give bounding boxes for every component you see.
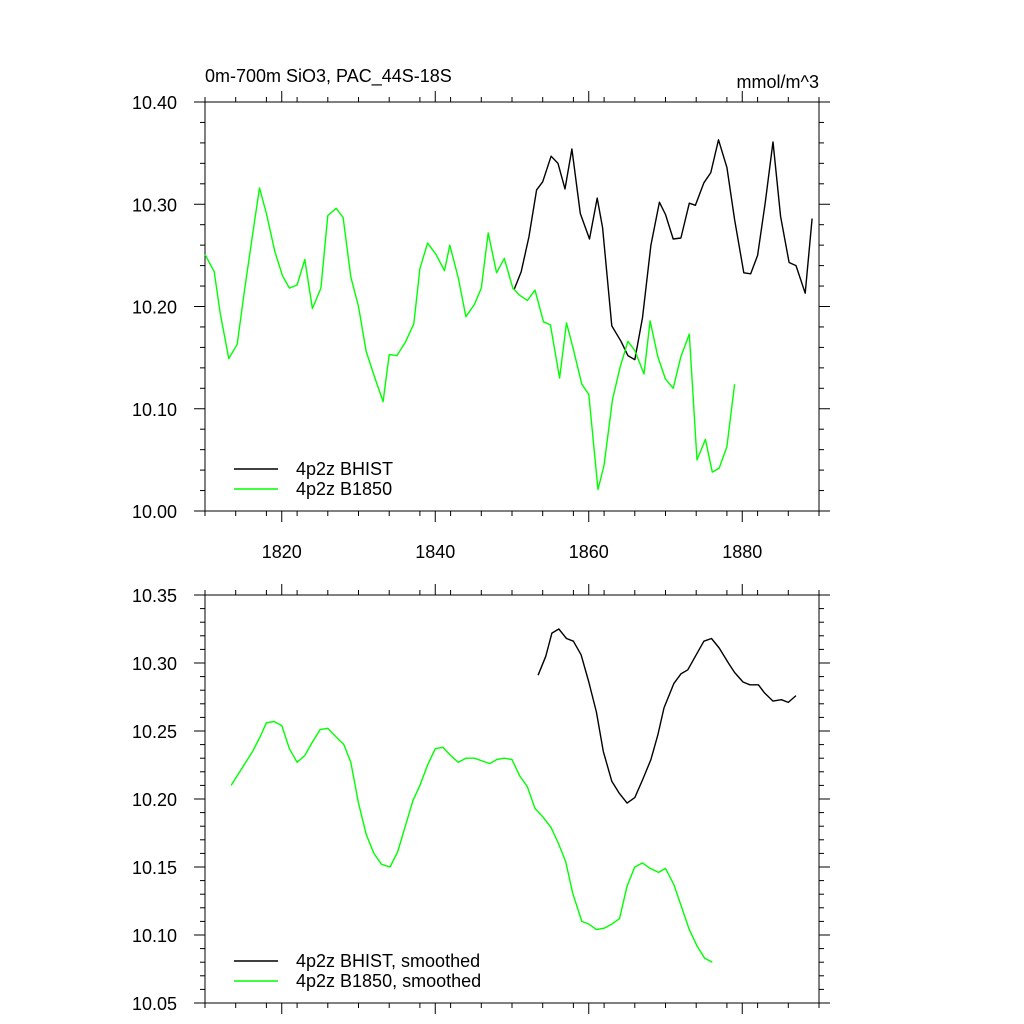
y-tick-label: 10.40 bbox=[132, 93, 177, 113]
y-tick-label: 10.05 bbox=[132, 994, 177, 1014]
x-tick-label: 1880 bbox=[722, 542, 762, 562]
y-tick-label: 10.20 bbox=[132, 298, 177, 318]
y-tick-label: 10.20 bbox=[132, 790, 177, 810]
chart-panel-2: 10.05 10.10 10.15 10.20 10.25 10.30 10.35 4p2z … bbox=[132, 584, 830, 1014]
y-tick-label: 10.30 bbox=[132, 195, 177, 215]
y-tick-label: 10.15 bbox=[132, 858, 177, 878]
y-tick-label: 10.10 bbox=[132, 926, 177, 946]
legend-label: 4p2z B1850, smoothed bbox=[296, 971, 481, 991]
x-tick-label: 1820 bbox=[262, 542, 302, 562]
chart-title: 0m-700m SiO3, PAC_44S-18S bbox=[205, 66, 452, 87]
series-line-2 bbox=[230, 720, 713, 963]
chart-panel-1: 1820 1840 1860 1880 10.00 10.10 10.20 10.30 10.4… bbox=[132, 66, 830, 562]
y-tick-label: 10.25 bbox=[132, 722, 177, 742]
plot-frame bbox=[204, 101, 820, 512]
legend-label: 4p2z BHIST bbox=[296, 459, 393, 479]
y-tick-label: 10.35 bbox=[132, 586, 177, 606]
x-tick-label: 1840 bbox=[415, 542, 455, 562]
units-label: mmol/m^3 bbox=[737, 72, 819, 92]
series-line-2 bbox=[204, 187, 736, 491]
y-tick-label: 10.00 bbox=[132, 502, 177, 522]
y-tick-label: 10.10 bbox=[132, 400, 177, 420]
legend-label: 4p2z BHIST, smoothed bbox=[296, 951, 480, 971]
series-line-1 bbox=[513, 139, 813, 361]
x-tick-label: 1860 bbox=[569, 542, 609, 562]
series-line-1 bbox=[537, 628, 797, 804]
legend-label: 4p2z B1850 bbox=[296, 479, 392, 499]
plot-frame bbox=[204, 594, 820, 1004]
y-tick-label: 10.30 bbox=[132, 654, 177, 674]
